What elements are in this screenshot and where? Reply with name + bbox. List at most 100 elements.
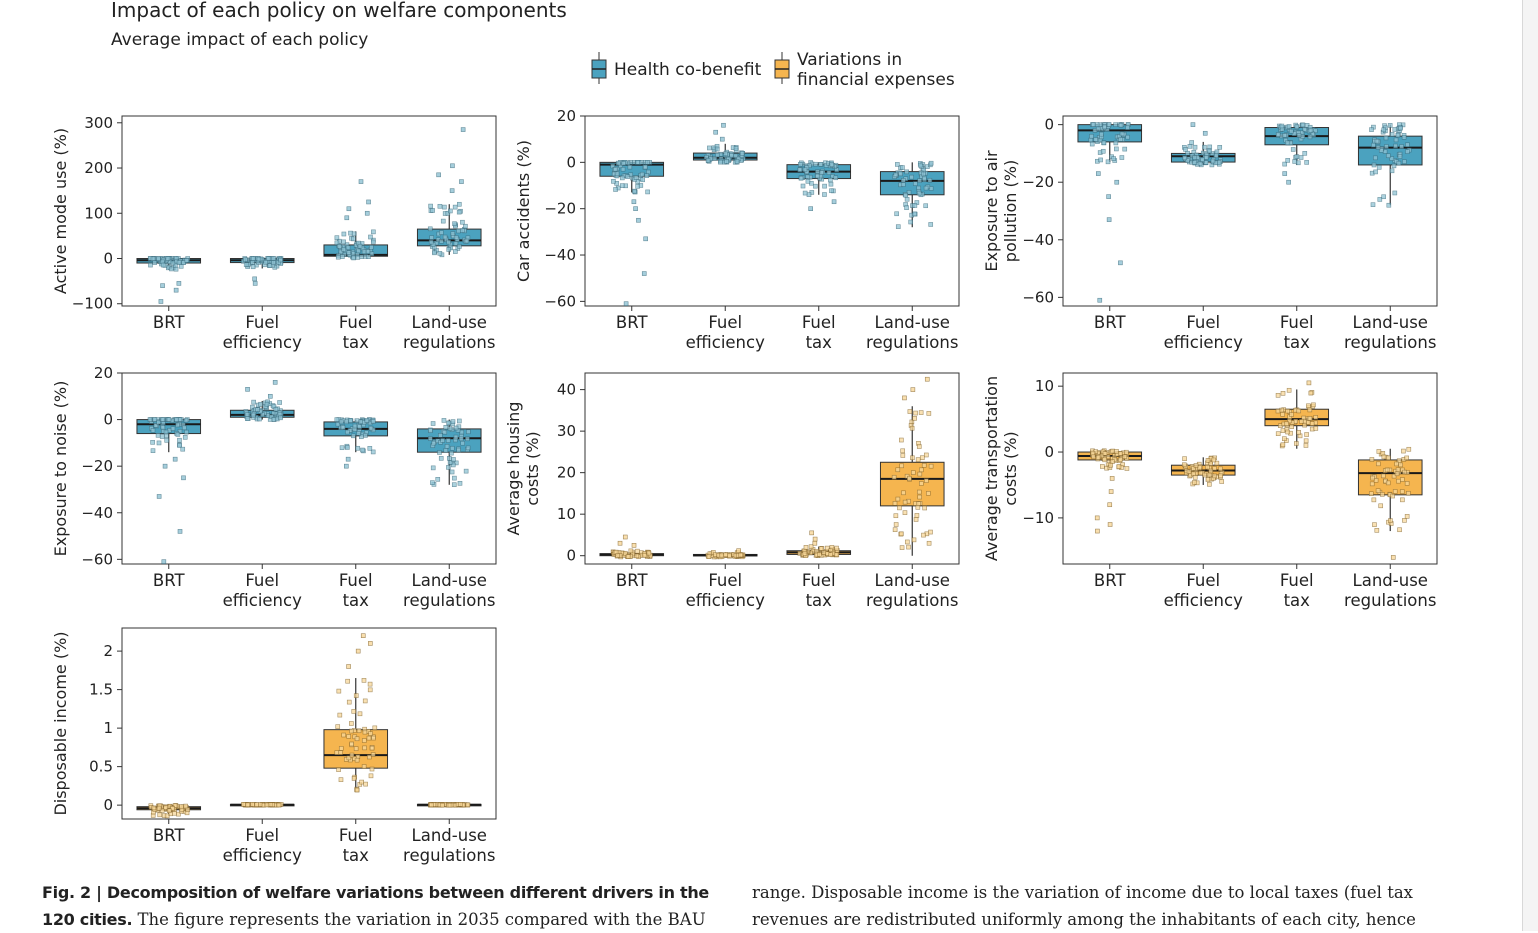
outlier-point [808,206,813,211]
jitter-points [705,548,746,560]
panel-transport: −10 0 10 Average transportationcosts (%) BRT… [982,372,1438,610]
data-point [1192,480,1197,485]
data-point [1181,462,1187,468]
data-point [1372,522,1377,527]
data-point [431,440,436,446]
data-point [715,152,720,158]
data-point [1307,407,1313,413]
scrollbar[interactable] [1522,0,1538,931]
data-point [345,429,350,435]
data-point [1386,153,1391,159]
data-point [1284,140,1290,146]
caption-left-text: The figure represents the variation in 2… [132,910,706,929]
outlier-point [812,540,818,546]
data-point [927,177,933,183]
outlier-point [1097,297,1103,303]
data-point [627,164,633,170]
data-point [460,219,465,225]
data-point [900,178,906,183]
data-point [428,428,433,433]
legend: Health co-benefit Variations in financial … [591,50,955,90]
jitter-points [428,418,471,487]
data-point [912,211,917,217]
data-point [1385,480,1391,486]
data-point [361,678,367,683]
outlier-point [636,217,641,223]
data-point [828,181,834,187]
outlier-point [1107,522,1113,527]
data-point [371,735,376,741]
outlier-point [272,380,278,385]
data-point [250,412,256,418]
data-point [1402,518,1407,523]
data-point [1186,469,1192,474]
data-point [828,552,833,557]
data-point [349,721,354,726]
x-tick-label: Fuel efficiency [223,313,302,352]
jitter-points [1181,455,1225,487]
data-point [334,417,340,422]
data-point [1118,122,1124,128]
data-point [160,262,166,268]
data-point [438,433,443,438]
data-point [1371,497,1377,503]
outlier-point [176,281,182,286]
data-point [628,548,634,554]
data-point [738,552,744,558]
y-tick-label: −10 [1022,509,1054,527]
data-point [904,169,909,175]
data-point [928,529,933,535]
data-point [923,185,929,191]
data-point [1207,481,1212,487]
data-point [335,254,341,260]
data-point [366,735,372,741]
data-point [155,256,161,261]
data-point [912,203,918,208]
data-point [724,159,730,164]
outlier-point [623,301,629,306]
data-point [824,545,830,551]
data-point [1404,455,1409,461]
data-point [900,453,906,458]
data-point [356,728,362,734]
data-point [345,445,350,450]
box-1 [692,122,758,165]
data-point [1206,472,1212,478]
data-point [1375,145,1381,150]
jitter-points [1088,122,1131,303]
data-point [359,779,364,785]
box-2 [323,633,389,793]
data-point [904,196,910,202]
data-point [351,433,356,439]
data-point [1389,132,1395,137]
data-point [169,266,174,272]
data-point [368,234,373,240]
data-point [1208,468,1214,474]
data-point [1396,160,1402,166]
data-point [153,422,159,428]
data-point [357,424,362,429]
svg-text:Average housingcosts (%): Average housingcosts (%) [504,402,542,536]
data-point [427,226,433,232]
data-point [355,255,361,260]
box-3 [879,160,945,229]
jitter-points [891,376,934,550]
data-point [449,450,454,456]
data-point [446,420,452,426]
data-point [1102,451,1108,456]
data-point [928,463,934,469]
data-point [1393,137,1399,143]
data-point [1122,454,1128,459]
data-point [178,263,184,269]
data-point [900,448,905,454]
outlier-point [713,129,719,135]
outlier-point [719,136,725,142]
data-point [1280,412,1285,417]
data-point [803,545,809,550]
data-point [243,262,249,267]
caption-right: range. Disposable income is the variatio… [752,883,1416,929]
y-axis-label: Disposable income (%) [51,631,70,815]
data-point [164,813,170,819]
data-point [1089,141,1095,147]
data-point [805,174,810,180]
